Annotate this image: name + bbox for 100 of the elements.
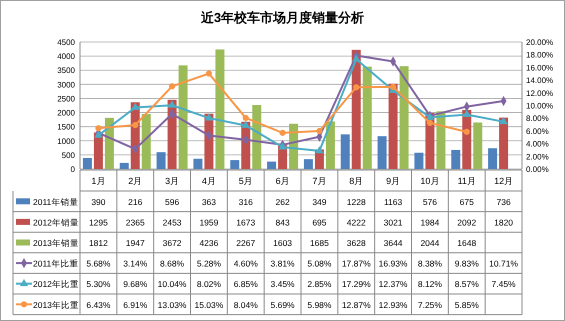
data-label: 12.93% [378,300,408,310]
data-label: 10.04% [158,279,187,290]
x-tick-label: 7月 [312,176,326,186]
point [278,142,287,150]
data-label: 7.45% [492,279,516,290]
x-tick-label: 9月 [386,176,400,186]
bar [362,66,372,169]
data-label: 12.37% [378,279,408,290]
point [168,100,176,108]
bar [488,148,498,169]
legend-label: 2011年比重 [33,258,78,269]
data-label: 4236 [199,238,219,248]
data-label: 17.29% [342,279,372,290]
point [499,116,508,124]
data-label: 5.98% [307,300,332,310]
data-label: 1648 [457,238,476,248]
y2-tick-label: 14.00% [526,76,554,86]
data-label: 596 [164,196,180,207]
x-tick-label: 11月 [458,176,476,186]
data-label: 5.85% [454,300,480,310]
data-label: 5.28% [196,258,222,269]
data-label: 8.02% [196,279,222,290]
data-label: 1295 [88,217,108,228]
data-label: 8.57% [454,279,480,290]
y2-tick-label: 18.00% [526,50,554,60]
data-label: 675 [460,196,474,207]
data-label: 13.03% [158,300,187,310]
bar [156,152,166,169]
bar [215,49,224,169]
point [426,120,434,126]
x-tick-label: 2月 [128,176,142,186]
data-label: 216 [128,196,143,207]
bar [451,150,460,169]
data-label: 695 [312,217,327,228]
legend-label: 2013年销量 [33,238,79,248]
data-label: 8.12% [418,279,442,290]
data-label: 363 [202,196,216,207]
data-label: 2044 [420,238,440,248]
data-label: 17.87% [342,258,372,269]
data-label: 5.08% [307,258,332,269]
data-label: 2267 [236,238,256,248]
y-tick-label: 2500 [57,94,76,104]
data-label: 1673 [236,217,256,228]
point [206,70,212,77]
data-label: 1959 [199,217,219,228]
legend-label: 2013年比重 [33,300,79,310]
bar [252,105,262,169]
x-tick-label: 5月 [238,176,253,186]
point [94,130,103,138]
point [316,128,323,134]
y2-tick-label: 10.00% [526,102,554,110]
y2-tick-label: 16.00% [526,63,554,72]
data-label: 3021 [384,217,403,228]
bar [82,158,92,169]
point [131,102,140,110]
bar [326,121,335,169]
data-label: 10.71% [489,258,518,269]
legend-label: 2011年销量 [33,196,78,207]
data-label: 5.69% [270,300,296,310]
bar [142,114,151,169]
point [352,54,360,62]
legend-label: 2012年比重 [33,279,79,290]
y-tick-label: 3500 [57,66,76,76]
data-label: 8.04% [234,300,258,310]
data-label: 2.85% [307,279,332,290]
x-tick-label: 6月 [276,176,290,186]
data-label: 3672 [162,238,182,248]
data-label: 3628 [346,238,366,248]
data-label: 3644 [384,238,403,248]
y-tick-label: 4000 [57,52,76,62]
data-label: 2092 [457,217,476,228]
data-label: 12.87% [342,300,372,310]
data-label: 5.30% [86,279,111,290]
point [168,83,176,90]
data-label: 4.60% [234,258,258,269]
bar [340,134,350,169]
y-tick-label: 0 [70,165,76,174]
point [242,114,249,122]
point [204,113,214,120]
data-label: 6.43% [86,300,111,310]
data-label: 390 [91,196,106,207]
y-tick-label: 1500 [57,122,76,132]
x-tick-label: 3月 [165,176,180,186]
y-tick-label: 500 [62,150,76,160]
data-label: 6.85% [234,279,258,290]
data-label: 843 [275,217,290,228]
bar [473,122,482,169]
data-label: 1163 [384,196,402,207]
data-label: 2365 [126,217,145,228]
data-label: 1947 [126,238,145,248]
point [279,130,286,136]
data-label: 3.81% [270,258,296,269]
y2-tick-label: 4.00% [526,140,549,149]
data-label: 1228 [346,196,366,207]
data-label: 1812 [88,238,108,248]
x-tick-label: 1月 [91,176,106,186]
data-label: 9.83% [454,258,480,269]
data-label: 8.38% [418,258,442,269]
y2-tick-label: 0.00% [526,165,549,174]
data-label: 6.91% [123,300,148,310]
